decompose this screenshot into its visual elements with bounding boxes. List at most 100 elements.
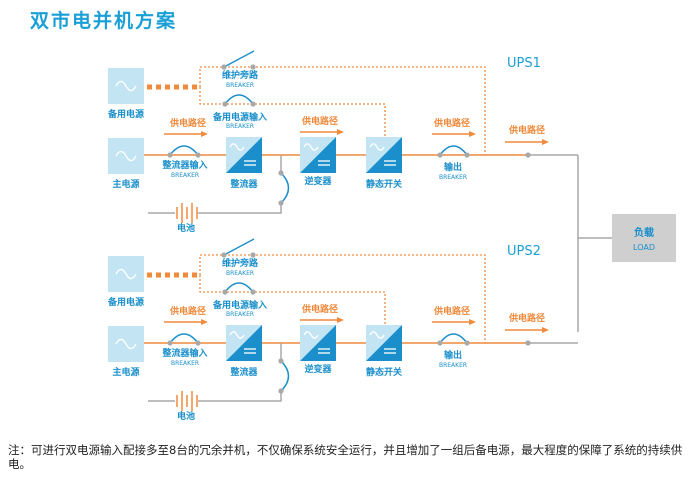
battery-label: 电池 xyxy=(177,410,195,422)
rectifier-input-label: 整流器输入 xyxy=(161,347,207,359)
battery-breaker xyxy=(280,172,290,204)
page-title: 双市电并机方案 xyxy=(30,10,178,32)
terminal-dot xyxy=(222,101,228,107)
load-box: 负载 LOAD xyxy=(612,214,676,262)
terminal-dot xyxy=(167,152,173,158)
rectifier-input-label: 整流器输入 xyxy=(161,159,207,171)
output-breaker xyxy=(437,145,470,158)
backup-input-breaker-label: BREAKER xyxy=(226,123,254,130)
inverter-icon xyxy=(300,137,336,173)
ups-unit-1: 备用电源主电源维护旁路BREAKER备用电源输入BREAKER整流器输入BREA… xyxy=(107,50,578,234)
bypass-switch xyxy=(221,238,256,258)
terminal-dot xyxy=(221,252,227,258)
output-breaker-label: BREAKER xyxy=(439,362,467,369)
bypass-label: 维护旁路 xyxy=(222,257,259,269)
terminal-dot xyxy=(250,101,256,107)
supply-path-arrow xyxy=(300,129,344,135)
static-switch-label: 静态开关 xyxy=(366,366,402,378)
supply-path-arrow xyxy=(505,139,549,145)
main-source-label: 主电源 xyxy=(112,178,139,190)
ups-label: UPS1 xyxy=(507,56,541,71)
rectifier-input-breaker-label: BREAKER xyxy=(171,172,199,179)
terminal-dot xyxy=(195,152,201,158)
rectifier-input-breaker xyxy=(167,333,201,346)
supply-path-arrow xyxy=(164,131,208,137)
backup-input-breaker xyxy=(222,94,256,107)
load-label: 负载 xyxy=(634,226,654,239)
ups-parallel-diagram: 备用电源主电源维护旁路BREAKER备用电源输入BREAKER整流器输入BREA… xyxy=(107,50,676,422)
static-switch-label: 静态开关 xyxy=(366,178,402,190)
terminal-dot xyxy=(464,152,470,158)
rectifier-icon xyxy=(226,137,262,173)
static-switch-icon xyxy=(366,137,402,173)
supply-path-label: 供电路径 xyxy=(508,124,545,136)
battery-label: 电池 xyxy=(177,222,195,234)
supply-path-label: 供电路径 xyxy=(169,305,206,317)
supply-path-label: 供电路径 xyxy=(433,117,470,129)
ups-label: UPS2 xyxy=(507,244,541,259)
backup-source-label: 备用电源 xyxy=(107,108,144,120)
bypass-path xyxy=(199,254,486,343)
battery-icon xyxy=(176,391,198,411)
supply-path-label: 供电路径 xyxy=(508,312,545,324)
bypass-path xyxy=(199,66,486,155)
supply-path-label: 供电路径 xyxy=(301,303,338,315)
battery-breaker xyxy=(280,360,290,392)
supply-path-arrow xyxy=(300,317,344,323)
supply-path-label: 供电路径 xyxy=(433,305,470,317)
output-label: 输出 xyxy=(444,161,462,173)
inverter-icon xyxy=(300,325,336,361)
load-sublabel: LOAD xyxy=(633,243,655,252)
supply-path-label: 供电路径 xyxy=(301,115,338,127)
terminal-dot xyxy=(525,152,531,158)
rectifier-icon xyxy=(226,325,262,361)
supply-path-arrow xyxy=(164,319,208,325)
backup-source-icon xyxy=(108,256,144,292)
inverter-label: 逆变器 xyxy=(304,175,332,187)
main-source-icon xyxy=(108,326,144,362)
backup-input-label: 备用电源输入 xyxy=(212,299,267,311)
rectifier-label: 整流器 xyxy=(229,178,258,190)
output-breaker-label: BREAKER xyxy=(439,174,467,181)
terminal-dot xyxy=(437,152,443,158)
footnote: 注：可进行双电源输入配接多至8台的冗余并机，不仅确保系统安全运行，并且增加了一组… xyxy=(8,443,683,471)
terminal-dot xyxy=(250,64,256,70)
terminal-dot xyxy=(278,358,284,364)
terminal-dot xyxy=(250,289,256,295)
supply-path-arrow xyxy=(432,319,476,325)
rectifier-input-breaker-label: BREAKER xyxy=(171,360,199,367)
terminal-dot xyxy=(195,340,201,346)
supply-path-label: 供电路径 xyxy=(169,117,206,129)
terminal-dot xyxy=(221,64,227,70)
bypass-breaker-label: BREAKER xyxy=(226,82,254,89)
static-switch-icon xyxy=(366,325,402,361)
backup-input-breaker-label: BREAKER xyxy=(226,311,254,318)
backup-input-path xyxy=(199,87,386,137)
bypass-breaker-label: BREAKER xyxy=(226,270,254,277)
output-label: 输出 xyxy=(444,349,462,361)
supply-path-arrow xyxy=(505,327,549,333)
main-source-icon xyxy=(108,138,144,174)
inverter-label: 逆变器 xyxy=(304,363,332,375)
backup-input-path xyxy=(199,275,386,325)
terminal-dot xyxy=(250,252,256,258)
terminal-dot xyxy=(437,340,443,346)
main-source-label: 主电源 xyxy=(112,366,139,378)
backup-input-label: 备用电源输入 xyxy=(212,111,267,123)
terminal-dot xyxy=(278,170,284,176)
load-connection xyxy=(577,155,612,332)
battery-icon xyxy=(176,203,198,223)
backup-source-label: 备用电源 xyxy=(107,296,144,308)
bypass-label: 维护旁路 xyxy=(222,69,259,81)
output-breaker xyxy=(437,333,470,346)
backup-input-breaker xyxy=(222,282,256,295)
backup-source-icon xyxy=(108,68,144,104)
ups-unit-2: 备用电源主电源维护旁路BREAKER备用电源输入BREAKER整流器输入BREA… xyxy=(107,238,578,422)
terminal-dot xyxy=(167,340,173,346)
terminal-dot xyxy=(278,388,284,394)
bypass-switch xyxy=(221,50,256,70)
terminal-dot xyxy=(525,340,531,346)
terminal-dot xyxy=(464,340,470,346)
rectifier-label: 整流器 xyxy=(229,366,258,378)
rectifier-input-breaker xyxy=(167,145,201,158)
